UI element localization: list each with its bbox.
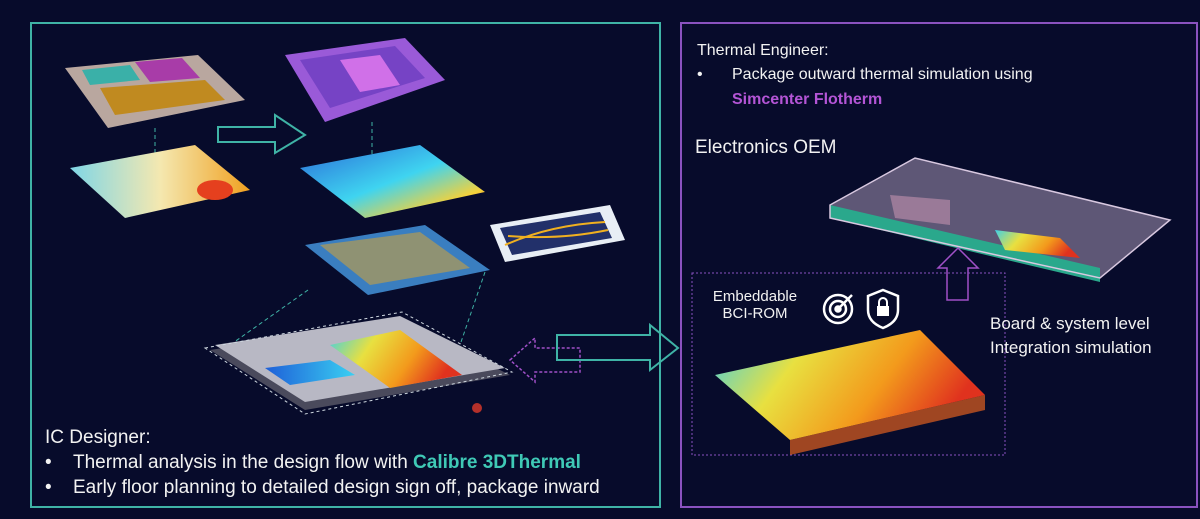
detailed-die [285,38,445,122]
ic-package [203,311,514,415]
bci-rom-label: Embeddable BCI-ROM [712,288,798,322]
shield-lock-icon [866,288,900,330]
chip-layout [305,225,490,295]
up-arrow-icon [936,246,980,301]
ic-designer-panel [30,22,661,508]
calibre-3dthermal: Calibre 3DThermal [413,452,581,473]
thermal-engineer-bullet: • Package outward thermal simulation usin… [697,66,1033,83]
right-arrow-icon [217,113,307,155]
board-system-label: Board & system level Integration simulati… [990,314,1152,357]
device-enclosure [829,157,1172,282]
electronics-oem-label: Electronics OEM [695,137,837,158]
bci-rom-box [691,272,1006,456]
target-icon [822,293,854,325]
waveform-thumbnail [490,205,625,262]
thermal-engineer-heading: Thermal Engineer: [697,42,829,59]
ic-bullet-1: • Thermal analysis in the design flow wit… [45,452,581,473]
thermal-engineer-panel [680,22,1198,508]
floorplan-chip [65,55,245,128]
ic-designer-heading: IC Designer: [45,427,151,448]
bci-rom-heat-slab [715,330,985,455]
die-heatmap [300,145,485,218]
simcenter-flotherm: Simcenter Flotherm [732,91,883,108]
floorplan-heatmap [70,145,250,218]
cursor-dot [472,403,482,413]
outward-arrow-icon [556,322,680,373]
ic-bullet-2: • Early floor planning to detailed design… [45,477,600,498]
